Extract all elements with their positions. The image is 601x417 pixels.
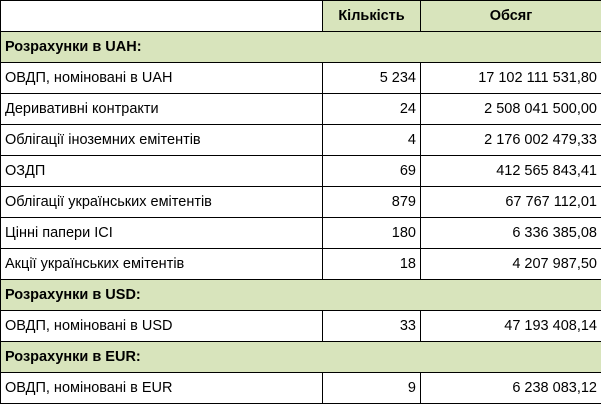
row-volume: 4 207 987,50 [420, 248, 601, 280]
row-volume: 412 565 843,41 [420, 155, 601, 187]
table-row: Акції українських емітентів 18 4 207 987… [0, 248, 601, 280]
section-row-usd: Розрахунки в USD: [0, 279, 601, 311]
row-count: 5 234 [322, 62, 421, 94]
header-count: Кількість [322, 0, 421, 32]
row-volume: 2 508 041 500,00 [420, 93, 601, 125]
row-volume: 47 193 408,14 [420, 310, 601, 342]
section-row-uah: Розрахунки в UAH: [0, 31, 601, 63]
row-name: Цінні папери ІСІ [0, 217, 323, 249]
section-title-uah: Розрахунки в UAH: [0, 31, 601, 63]
table-row: Облігації українських емітентів 879 67 7… [0, 186, 601, 218]
row-name: ОВДП, номіновані в EUR [0, 372, 323, 404]
row-volume: 6 238 083,12 [420, 372, 601, 404]
row-count: 180 [322, 217, 421, 249]
row-volume: 67 767 112,01 [420, 186, 601, 218]
section-title-usd: Розрахунки в USD: [0, 279, 601, 311]
row-name: Облігації іноземних емітентів [0, 124, 323, 156]
row-count: 24 [322, 93, 421, 125]
row-name: ОЗДП [0, 155, 323, 187]
table-row: ОЗДП 69 412 565 843,41 [0, 155, 601, 187]
header-volume: Обсяг [420, 0, 601, 32]
row-name: Облігації українських емітентів [0, 186, 323, 218]
row-volume: 17 102 111 531,80 [420, 62, 601, 94]
row-name: Деривативні контракти [0, 93, 323, 125]
row-count: 4 [322, 124, 421, 156]
row-count: 9 [322, 372, 421, 404]
row-count: 33 [322, 310, 421, 342]
row-count: 879 [322, 186, 421, 218]
row-name: ОВДП, номіновані в USD [0, 310, 323, 342]
row-count: 69 [322, 155, 421, 187]
section-row-eur: Розрахунки в EUR: [0, 341, 601, 373]
settlement-table: Кількість Обсяг Розрахунки в UAH: ОВДП, … [0, 0, 601, 404]
table-row: ОВДП, номіновані в UAH 5 234 17 102 111 … [0, 62, 601, 94]
table-row: ОВДП, номіновані в USD 33 47 193 408,14 [0, 310, 601, 342]
table-header-row: Кількість Обсяг [0, 0, 601, 32]
table-row: Облігації іноземних емітентів 4 2 176 00… [0, 124, 601, 156]
table-row: Цінні папери ІСІ 180 6 336 385,08 [0, 217, 601, 249]
table-row: ОВДП, номіновані в EUR 9 6 238 083,12 [0, 372, 601, 404]
table-row: Деривативні контракти 24 2 508 041 500,0… [0, 93, 601, 125]
section-title-eur: Розрахунки в EUR: [0, 341, 601, 373]
row-volume: 6 336 385,08 [420, 217, 601, 249]
header-blank-cell [0, 0, 323, 32]
row-name: ОВДП, номіновані в UAH [0, 62, 323, 94]
row-name: Акції українських емітентів [0, 248, 323, 280]
row-count: 18 [322, 248, 421, 280]
row-volume: 2 176 002 479,33 [420, 124, 601, 156]
